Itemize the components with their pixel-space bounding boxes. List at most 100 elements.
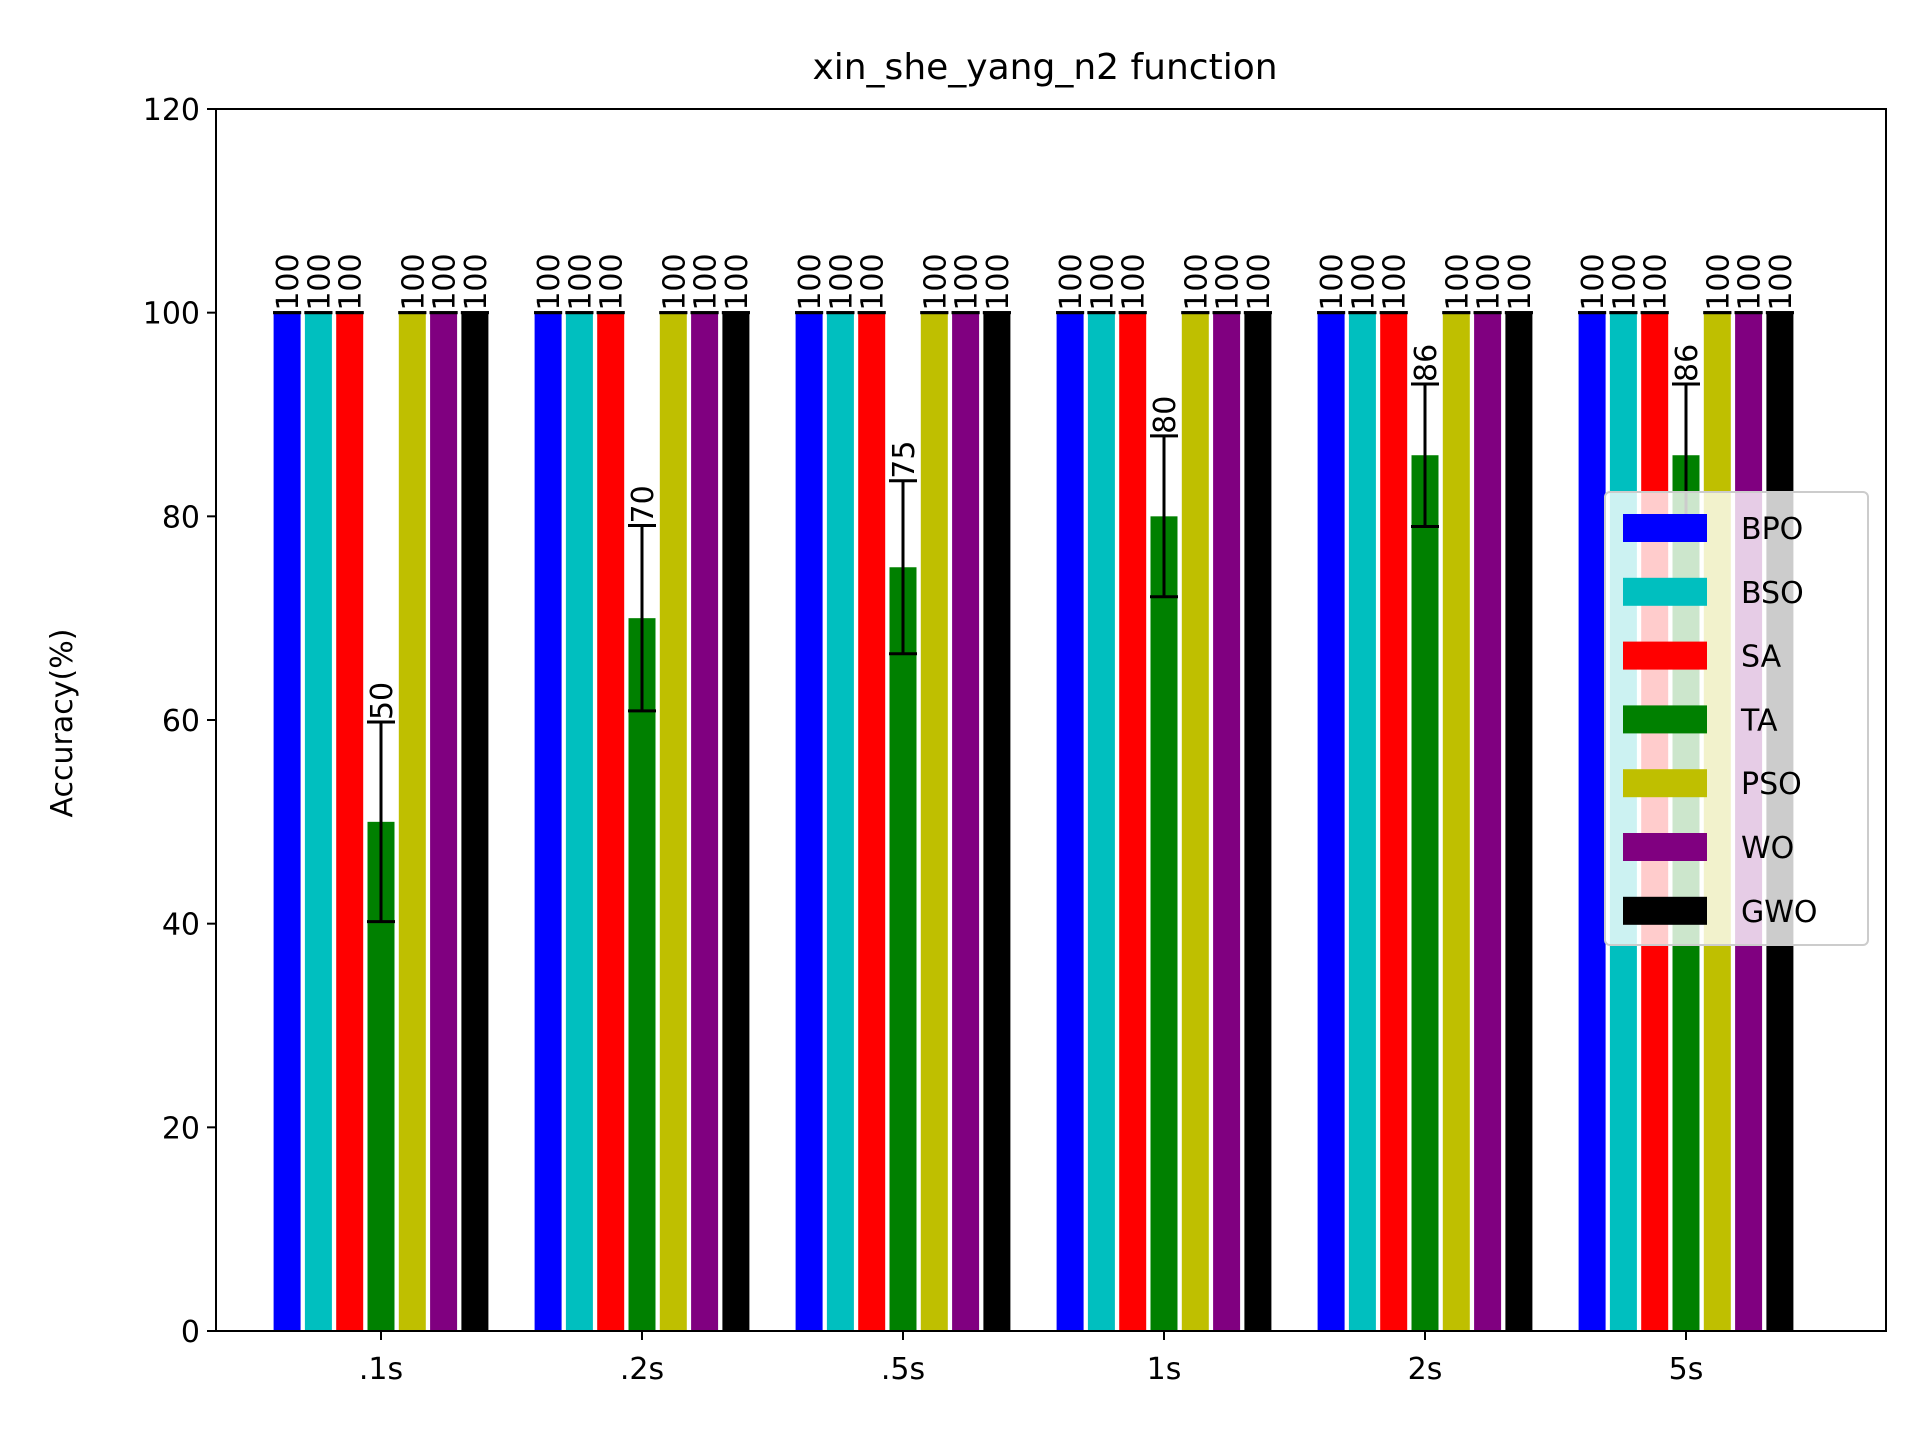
legend-label: PSO	[1741, 767, 1802, 802]
data-label: 100	[334, 253, 369, 310]
x-tick-label: 5s	[1669, 1352, 1704, 1387]
legend-swatch	[1623, 896, 1707, 925]
data-label: 100	[1378, 253, 1413, 310]
bar	[565, 312, 593, 1332]
data-label: 100	[1346, 253, 1381, 310]
bar	[1380, 312, 1408, 1332]
y-tick-label: 120	[143, 93, 200, 128]
bar	[534, 312, 562, 1332]
data-label: 100	[657, 253, 692, 310]
bar	[1474, 312, 1502, 1332]
data-label: 100	[271, 253, 306, 310]
y-tick-label: 60	[162, 704, 200, 739]
bar	[461, 312, 489, 1332]
bar	[304, 312, 332, 1332]
data-label: 100	[1211, 253, 1246, 310]
bar	[691, 312, 719, 1332]
x-tick-label: .2s	[620, 1352, 664, 1387]
legend-swatch	[1623, 577, 1707, 606]
y-tick-label: 100	[143, 297, 200, 332]
data-label: 100	[856, 253, 891, 310]
bar	[722, 312, 750, 1332]
bar	[273, 312, 301, 1332]
data-label: 100	[918, 253, 953, 310]
x-tick-label: 2s	[1408, 1352, 1443, 1387]
legend-swatch	[1623, 705, 1707, 734]
data-label: 100	[428, 253, 463, 310]
y-axis-label: Accuracy(%)	[45, 629, 80, 818]
data-label: 100	[459, 253, 494, 310]
y-tick-label: 0	[181, 1315, 200, 1350]
chart-title: xin_she_yang_n2 function	[812, 47, 1277, 88]
data-label: 100	[1607, 253, 1642, 310]
bar	[1578, 312, 1606, 1332]
data-label: 100	[1701, 253, 1736, 310]
bar	[1213, 312, 1241, 1332]
bar	[983, 312, 1011, 1332]
data-label: 70	[626, 485, 661, 523]
data-label: 100	[1503, 253, 1538, 310]
bar	[1181, 312, 1209, 1332]
data-label: 100	[1054, 253, 1089, 310]
bar	[795, 312, 823, 1332]
axes-layer: 0 20 40 60 80 100 120 .1s .2s .5s 1s 2s 5s	[143, 93, 1887, 1387]
x-tick-label: .5s	[881, 1352, 925, 1387]
data-label: 100	[595, 253, 630, 310]
bar	[1150, 516, 1178, 1331]
legend-label: BSO	[1741, 576, 1804, 611]
legend: BPO BSO SA TA PSO WO GWO	[1604, 491, 1869, 946]
data-label: 100	[1639, 253, 1674, 310]
data-label: 100	[793, 253, 828, 310]
x-tick-label: .1s	[359, 1352, 403, 1387]
data-label: 100	[302, 253, 337, 310]
data-label: 100	[563, 253, 598, 310]
data-label: 100	[824, 253, 859, 310]
bar	[1411, 455, 1439, 1331]
bar	[826, 312, 854, 1332]
y-tick-label: 80	[162, 500, 200, 535]
legend-label: GWO	[1741, 895, 1818, 930]
y-tick-label: 20	[162, 1111, 200, 1146]
bar	[628, 618, 656, 1331]
data-label: 100	[1733, 253, 1768, 310]
legend-swatch	[1623, 514, 1707, 542]
data-label: 86	[1409, 344, 1444, 382]
bar	[1119, 312, 1147, 1332]
y-tick-label: 40	[162, 908, 200, 943]
data-label: 100	[981, 253, 1016, 310]
data-label: 100	[1179, 253, 1214, 310]
x-tick-label: 1s	[1147, 1352, 1182, 1387]
bar	[1348, 312, 1376, 1332]
bar	[1505, 312, 1533, 1332]
bar	[1087, 312, 1115, 1332]
data-label: 100	[1764, 253, 1799, 310]
data-label: 100	[1242, 253, 1277, 310]
data-label: 86	[1670, 344, 1705, 382]
data-label: 100	[396, 253, 431, 310]
data-label: 100	[1440, 253, 1475, 310]
bar	[889, 567, 917, 1331]
bars-layer	[273, 312, 1794, 1332]
data-label: 50	[365, 682, 400, 720]
data-label: 100	[1085, 253, 1120, 310]
bar	[920, 312, 948, 1332]
bar	[659, 312, 687, 1332]
legend-swatch	[1623, 833, 1707, 861]
data-label: 100	[720, 253, 755, 310]
data-label: 100	[689, 253, 724, 310]
legend-swatch	[1623, 641, 1707, 670]
bar	[398, 312, 426, 1332]
bar	[1317, 312, 1345, 1332]
data-label: 80	[1148, 396, 1183, 434]
data-label: 75	[887, 441, 922, 479]
legend-label: BPO	[1741, 512, 1803, 547]
bar	[336, 312, 364, 1332]
bar	[858, 312, 886, 1332]
legend-label: TA	[1740, 703, 1778, 738]
bar	[1442, 312, 1470, 1332]
error-bars-layer	[273, 311, 1794, 924]
data-label: 100	[1315, 253, 1350, 310]
legend-label: WO	[1741, 831, 1794, 866]
